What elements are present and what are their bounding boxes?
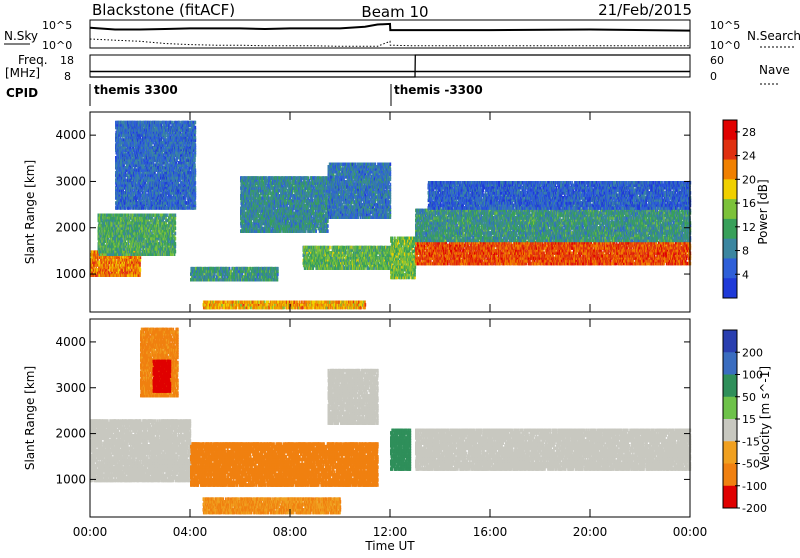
- nave-label: Nave: [759, 63, 790, 77]
- nsky-label: N.Sky: [4, 29, 38, 43]
- scatter-cell: [175, 221, 177, 225]
- freq-series: [90, 55, 690, 77]
- scatter-cell: [166, 214, 168, 218]
- scatter-cell: [175, 242, 177, 246]
- radar-title: Blackstone (fitACF): [92, 1, 235, 19]
- nsearch-line: [90, 39, 690, 46]
- cpid-segment-label: themis -3300: [394, 83, 483, 97]
- scatter-band: [115, 121, 196, 210]
- scatter-cell: [175, 250, 177, 254]
- nave-line: [90, 55, 690, 77]
- date-title: 21/Feb/2015: [598, 1, 692, 19]
- scatter-cell: [175, 227, 177, 231]
- noise-right-top: 10^5: [710, 19, 740, 32]
- freq-panel-frame: [90, 55, 690, 77]
- power-heatmap: [90, 121, 691, 309]
- scatter-cell: [175, 237, 177, 241]
- nsky-line: [90, 24, 690, 31]
- noise-left-bottom: 10^0: [42, 39, 72, 52]
- scatter-band: [98, 214, 177, 257]
- scatter-cell: [175, 214, 177, 218]
- scatter-cell: [133, 253, 135, 257]
- beam-title: Beam 10: [361, 3, 428, 21]
- noise-right-bottom: 10^0: [710, 39, 740, 52]
- scatter-cell: [140, 268, 142, 272]
- freq-label: Freq.: [18, 53, 48, 67]
- freq-right-top: 60: [710, 54, 724, 67]
- cpid-segment-label: themis 3300: [94, 83, 178, 97]
- cpid-label: CPID: [6, 86, 38, 100]
- nsearch-label: N.Search: [747, 29, 800, 43]
- freq-left-top: 18: [60, 54, 74, 67]
- noise-series: [90, 24, 690, 46]
- cpid-segments: themis 3300 themis -3300: [90, 83, 483, 106]
- freq-unit-label: [MHz]: [5, 66, 40, 80]
- freq-left-bottom: 8: [64, 70, 71, 83]
- scatter-cell: [175, 232, 177, 236]
- freq-right-bottom: 0: [710, 70, 717, 83]
- noise-left-top: 10^5: [42, 19, 72, 32]
